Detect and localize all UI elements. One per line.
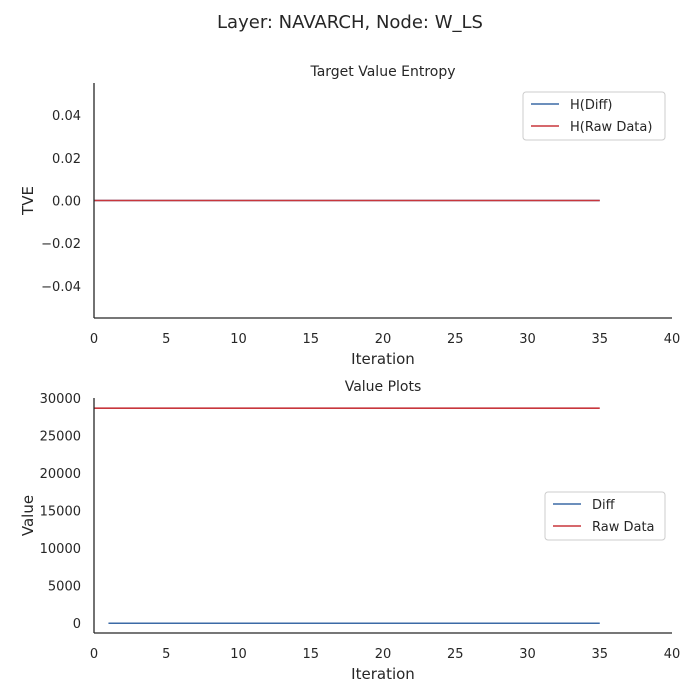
x-tick-label: 5 [162, 332, 170, 347]
x-tick-label: 30 [519, 332, 536, 347]
x-tick-label: 0 [90, 332, 98, 347]
legend: Diff Raw Data [544, 491, 666, 541]
x-tick-label: 20 [375, 647, 392, 662]
y-axis-label: Value [19, 495, 37, 536]
y-tick-label: 0.00 [52, 195, 81, 210]
legend-label: H(Diff) [570, 98, 613, 113]
chart-title: Target Value Entropy [309, 64, 455, 80]
x-tick-label: 30 [519, 647, 536, 662]
x-tick-label: 5 [162, 647, 170, 662]
legend-label: Raw Data [592, 520, 655, 535]
x-tick-label: 0 [90, 647, 98, 662]
y-tick-label: 30000 [40, 392, 81, 407]
legend: H(Diff) H(Raw Data) [522, 91, 666, 141]
x-tick-label: 40 [664, 647, 681, 662]
y-tick-label: 5000 [48, 580, 81, 595]
x-tick-label: 10 [230, 332, 247, 347]
x-axis-label: Iteration [351, 665, 415, 683]
y-tick-label: −0.04 [41, 280, 81, 295]
y-tick-label: 10000 [40, 542, 81, 557]
tve-chart: Target Value Entropy 0 5 10 15 20 25 30 35 40 −0.0… [19, 64, 680, 368]
x-tick-label: 15 [302, 332, 319, 347]
value-chart: Value Plots 0 5 10 15 20 25 30 35 40 0 5000 10000 150… [19, 379, 680, 683]
x-tick-label: 10 [230, 647, 247, 662]
y-tick-label: 0.04 [52, 109, 81, 124]
figure-suptitle: Layer: NAVARCH, Node: W_LS [217, 12, 483, 33]
legend-label: Diff [592, 498, 616, 513]
y-tick-label: 15000 [40, 505, 81, 520]
x-tick-label: 25 [447, 332, 464, 347]
x-tick-label: 35 [591, 332, 608, 347]
y-tick-label: 0 [73, 617, 81, 632]
y-tick-label: 0.02 [52, 152, 81, 167]
x-axis-label: Iteration [351, 350, 415, 368]
x-tick-label: 40 [664, 332, 681, 347]
x-tick-label: 35 [591, 647, 608, 662]
chart-title: Value Plots [345, 379, 422, 395]
y-tick-label: 20000 [40, 467, 81, 482]
x-tick-label: 15 [302, 647, 319, 662]
y-axis-label: TVE [19, 186, 37, 216]
y-tick-label: 25000 [40, 430, 81, 445]
x-tick-label: 20 [375, 332, 392, 347]
x-tick-label: 25 [447, 647, 464, 662]
legend-label: H(Raw Data) [570, 120, 652, 135]
y-tick-label: −0.02 [41, 237, 81, 252]
